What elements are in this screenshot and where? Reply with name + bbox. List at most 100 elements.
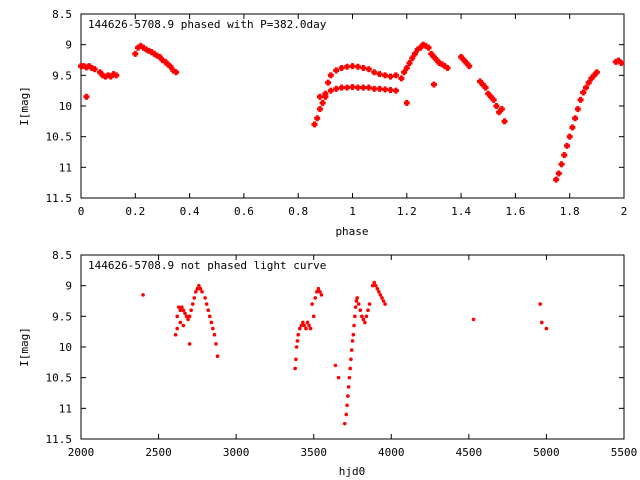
data-point [141,293,145,297]
data-point [178,308,183,313]
x-tick-label: 2000 [68,446,95,459]
data-point [349,83,356,90]
data-point [365,66,372,73]
data-point [422,42,429,49]
data-point [338,84,345,91]
data-point [348,366,352,371]
data-point [363,320,367,325]
x-tick-label: 1.6 [505,205,525,218]
data-point [387,73,394,80]
x-tick-label: 1 [349,205,356,218]
data-point [200,290,204,294]
data-point [493,103,500,109]
data-point [346,385,351,389]
data-point [366,308,370,313]
x-tick-label: 4500 [456,446,483,459]
data-point [311,314,316,319]
data-point [319,293,324,297]
data-point [585,79,592,86]
data-point [403,64,410,71]
data-point [211,326,215,331]
data-point [316,286,321,291]
data-point [186,317,190,322]
data-point [132,50,139,57]
data-point [299,323,304,328]
data-point [360,64,367,71]
data-point [333,363,338,368]
data-point [439,61,446,68]
data-point [183,311,187,316]
data-point [401,69,408,76]
data-point [181,323,186,328]
data-point [195,286,200,291]
data-point [371,85,378,92]
y-axis-label: I[mag] [18,327,31,367]
data-point [354,63,361,70]
data-point [333,85,340,92]
data-point [351,332,356,337]
data-point [354,84,361,91]
data-point [544,326,549,331]
data-point [307,323,311,328]
data-point [137,42,144,49]
data-points [141,280,549,426]
data-point [561,152,568,159]
data-point [215,354,220,359]
data-point [588,75,595,82]
data-point [553,176,560,183]
data-point [409,55,416,62]
data-point [376,85,383,92]
data-point [352,323,356,328]
y-tick-label: 9.5 [52,69,72,82]
x-tick-label: 0.6 [234,205,254,218]
data-point [593,69,600,76]
data-point [346,394,350,398]
data-point [91,66,98,73]
phased-light-curve-panel: 144626-5708.9 phased with P=382.0day pha… [18,8,627,238]
data-point [365,84,372,91]
data-point [387,87,394,94]
y-tick-label: 10.5 [46,131,73,144]
data-point [425,44,432,51]
data-point [175,326,179,331]
data-point [311,121,318,128]
plot-frame [80,13,625,199]
data-point [383,302,387,306]
data-point [433,57,440,63]
data-point [353,305,358,309]
data-point [458,53,465,60]
x-tick-label: 0.4 [180,205,200,218]
data-point [135,44,142,51]
data-point [591,72,598,79]
data-point [582,84,589,91]
data-point [192,296,197,300]
data-point [325,79,332,86]
data-point [180,305,184,309]
data-point [403,99,410,106]
y-tick-label: 11 [59,161,72,174]
data-point [327,72,334,79]
data-point [294,345,299,349]
data-point [364,314,369,319]
data-point [360,314,364,319]
data-point [477,78,484,85]
data-point [203,296,207,300]
data-point [198,286,203,291]
unphased-light-curve-panel: 144626-5708.9 not phased light curve hjd… [18,249,637,478]
data-point [316,106,323,113]
data-point [355,296,359,300]
data-point [167,63,174,70]
data-point [574,106,581,113]
data-point [430,81,437,88]
axis-ticks: 0 0.2 0.4 0.6 0.8 1 1.2 1.4 1.6 1.8 2 8.5 9 9.5 10 10.5… [46,8,628,218]
data-point [417,44,424,51]
data-point [151,50,158,57]
data-point [295,339,300,343]
data-point [349,63,356,70]
x-tick-label: 2500 [145,446,172,459]
data-point [140,44,147,51]
data-point [322,90,329,97]
data-point [190,302,195,306]
data-point [197,283,201,288]
